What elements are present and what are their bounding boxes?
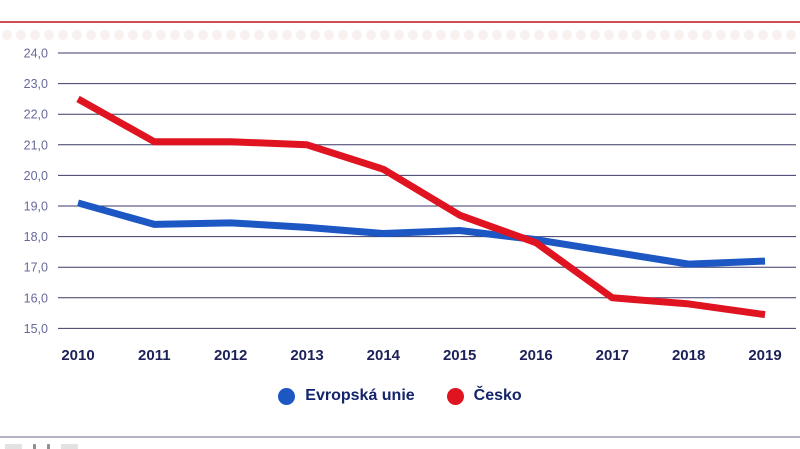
x-tick-label-2010: 2010 [61,347,94,364]
footer-text-fragment [61,444,78,449]
x-tick-label-2012: 2012 [214,347,247,364]
footer-text-fragment [33,444,36,449]
legend-item-cesko[interactable]: Česko [446,387,522,405]
chart-legend: Evropská unie Česko [0,387,800,405]
y-tick-label: 24,0 [24,47,48,61]
legend-label-cesko: Česko [473,387,522,404]
y-tick-label: 18,0 [24,230,48,244]
y-tick-label: 22,0 [24,108,48,122]
footer-text-fragment [5,444,22,449]
x-tick-label-2019: 2019 [748,347,781,364]
footer-divider [0,436,800,438]
x-tick-label-2013: 2013 [290,347,323,364]
legend-dot-cesko [446,387,464,405]
series-line-evropska-unie[interactable] [77,199,766,268]
x-tick-label-2018: 2018 [672,347,705,364]
y-tick-label: 17,0 [24,261,48,275]
y-tick-label: 19,0 [24,200,48,214]
truncated-footer-text [5,444,78,449]
y-tick-label: 15,0 [24,322,48,336]
watermark-pattern [0,27,800,43]
top-red-rule [0,21,800,23]
y-tick-label: 16,0 [24,291,48,305]
legend-label-evropska-unie: Evropská unie [305,387,415,404]
x-tick-label-2017: 2017 [596,347,629,364]
y-tick-label: 20,0 [24,169,48,183]
x-tick-label-2015: 2015 [443,347,476,364]
footer-text-fragment [47,444,50,449]
x-tick-label-2011: 2011 [138,347,171,364]
legend-item-evropska-unie[interactable]: Evropská unie [278,387,415,405]
y-tick-label: 21,0 [24,138,48,152]
x-tick-label-2016: 2016 [519,347,552,364]
y-tick-label: 23,0 [24,77,48,91]
legend-dot-evropska-unie [278,387,296,405]
series-line-cesko[interactable] [76,95,766,319]
x-tick-label-2014: 2014 [367,347,401,364]
